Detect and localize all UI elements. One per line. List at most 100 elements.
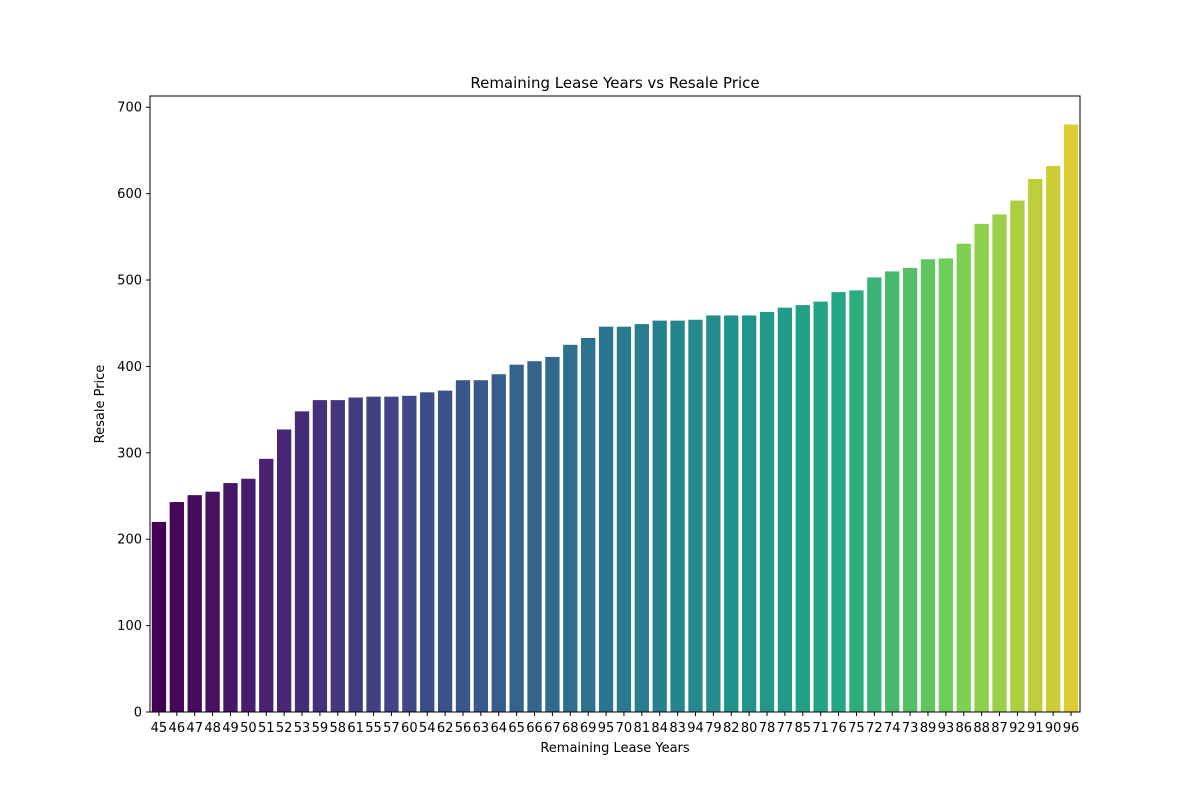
x-tick-label: 85 xyxy=(795,721,812,736)
x-tick-label: 57 xyxy=(383,721,400,736)
x-tick-label: 59 xyxy=(312,721,329,736)
x-tick-label: 68 xyxy=(562,721,579,736)
x-tick-label: 78 xyxy=(759,721,776,736)
x-tick-label: 47 xyxy=(186,721,203,736)
bar-83 xyxy=(670,320,685,712)
x-tick-label: 62 xyxy=(437,721,454,736)
bar-50 xyxy=(241,478,256,712)
bar-88 xyxy=(974,223,989,712)
x-tick-label: 83 xyxy=(669,721,686,736)
bar-82 xyxy=(724,315,739,712)
bar-86 xyxy=(956,243,971,713)
bar-77 xyxy=(777,307,793,712)
y-tick-label: 100 xyxy=(117,619,142,634)
bar-55 xyxy=(366,396,381,712)
bar-64 xyxy=(491,374,506,712)
x-tick-label: 91 xyxy=(1027,721,1044,736)
bar-61 xyxy=(348,397,363,712)
y-tick-label: 500 xyxy=(117,274,142,289)
x-tick-label: 81 xyxy=(634,721,651,736)
x-tick-label: 54 xyxy=(419,721,436,736)
x-tick-label: 63 xyxy=(473,721,490,736)
x-tick-label: 66 xyxy=(526,721,543,736)
x-tick-label: 51 xyxy=(258,721,275,736)
bar-78 xyxy=(759,311,775,712)
x-tick-label: 96 xyxy=(1063,721,1080,736)
y-axis-label: Resale Price xyxy=(93,365,108,444)
bar-84 xyxy=(652,320,667,712)
chart-title: Remaining Lease Years vs Resale Price xyxy=(470,74,759,92)
x-tick-label: 69 xyxy=(580,721,597,736)
bar-63 xyxy=(473,380,489,712)
x-tick-label: 93 xyxy=(938,721,955,736)
x-tick-label: 95 xyxy=(598,721,615,736)
x-tick-label: 49 xyxy=(222,721,239,736)
bar-70 xyxy=(616,326,632,712)
y-axis: 0 100 200 300 400 500 600 700 xyxy=(117,101,150,721)
bar-90 xyxy=(1046,165,1061,713)
bar-56 xyxy=(455,380,471,712)
bar-95 xyxy=(598,326,614,712)
x-axis: 45 46 47 48 49 50 51 52 53 59 58 61 55 57 60 54 62 56 63 64… xyxy=(151,712,1080,736)
x-tick-label: 55 xyxy=(365,721,382,736)
bar-69 xyxy=(581,337,596,712)
x-tick-label: 52 xyxy=(276,721,293,736)
x-tick-label: 76 xyxy=(830,721,847,736)
bar-49 xyxy=(223,483,238,712)
bar-94 xyxy=(688,319,703,712)
x-tick-label: 58 xyxy=(330,721,347,736)
x-tick-label: 90 xyxy=(1045,721,1062,736)
x-tick-label: 50 xyxy=(240,721,257,736)
bar-60 xyxy=(402,395,417,712)
x-tick-label: 71 xyxy=(812,721,829,736)
bar-85 xyxy=(795,305,810,712)
bar-68 xyxy=(563,344,578,712)
x-tick-label: 77 xyxy=(777,721,794,736)
x-tick-label: 79 xyxy=(705,721,722,736)
bar-48 xyxy=(205,491,220,712)
bar-72 xyxy=(867,277,882,712)
x-tick-label: 94 xyxy=(687,721,704,736)
bar-93 xyxy=(938,258,954,712)
bar-71 xyxy=(813,301,828,712)
bar-62 xyxy=(437,390,453,712)
y-tick-label: 600 xyxy=(117,187,142,202)
bar-75 xyxy=(849,290,864,712)
bar-52 xyxy=(276,429,292,712)
bar-80 xyxy=(741,315,757,712)
x-tick-label: 73 xyxy=(902,721,919,736)
x-tick-label: 87 xyxy=(991,721,1008,736)
x-tick-label: 60 xyxy=(401,721,418,736)
bars-group xyxy=(151,124,1079,713)
x-tick-label: 48 xyxy=(204,721,221,736)
bar-67 xyxy=(545,356,560,712)
x-tick-label: 82 xyxy=(723,721,740,736)
x-tick-label: 61 xyxy=(347,721,364,736)
bar-45 xyxy=(151,521,167,712)
y-tick-label: 300 xyxy=(117,446,142,461)
x-tick-label: 45 xyxy=(151,721,168,736)
x-tick-label: 67 xyxy=(544,721,561,736)
x-tick-label: 89 xyxy=(920,721,937,736)
x-tick-label: 72 xyxy=(866,721,883,736)
bar-79 xyxy=(706,315,721,712)
bar-53 xyxy=(294,411,310,712)
bar-65 xyxy=(509,364,524,712)
bar-47 xyxy=(187,495,202,712)
bar-51 xyxy=(259,458,274,712)
x-tick-label: 74 xyxy=(884,721,901,736)
plot-frame xyxy=(149,95,1081,713)
x-tick-label: 65 xyxy=(508,721,525,736)
bar-92 xyxy=(1010,200,1025,713)
x-tick-label: 56 xyxy=(455,721,472,736)
bar-74 xyxy=(885,271,900,712)
x-tick-label: 75 xyxy=(848,721,865,736)
x-tick-label: 46 xyxy=(169,721,186,736)
bar-57 xyxy=(384,396,399,712)
bar-58 xyxy=(330,400,345,712)
x-tick-label: 53 xyxy=(294,721,311,736)
x-tick-label: 92 xyxy=(1009,721,1026,736)
bar-89 xyxy=(920,259,936,712)
